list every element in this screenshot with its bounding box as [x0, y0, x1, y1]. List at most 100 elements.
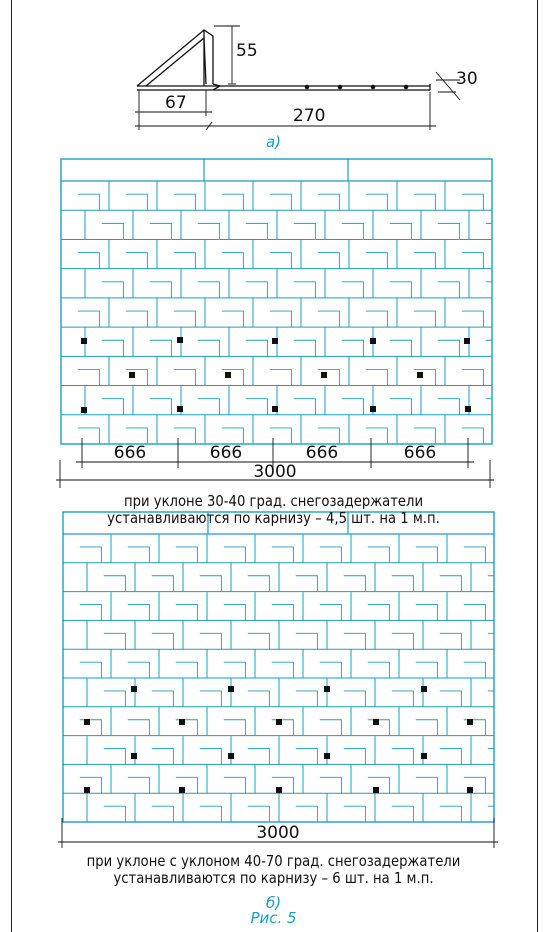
total-length-label: 3000 — [256, 823, 299, 843]
tile-step — [437, 398, 460, 415]
tile-step — [173, 369, 196, 386]
snow-guard-mark — [225, 372, 231, 378]
tile-step — [463, 661, 486, 678]
tile-step — [199, 690, 222, 707]
tile-step — [367, 661, 390, 678]
dimension-chain-bottom — [58, 818, 498, 848]
tile-step — [221, 427, 244, 444]
total-length-label: 3000 — [253, 462, 296, 482]
tile-step — [127, 661, 150, 678]
tile-step — [151, 575, 174, 592]
bracket-outline — [136, 29, 214, 87]
tile-step — [295, 575, 318, 592]
caption-line: при уклоне с уклоном 40-70 град. снегоза… — [86, 852, 461, 870]
tile-step — [389, 339, 412, 357]
tile-step — [151, 690, 174, 707]
tile-step — [175, 546, 198, 563]
tile-step — [245, 222, 268, 240]
bracket-inner — [145, 36, 207, 87]
tile-step — [101, 222, 124, 240]
bracket-label: а) — [265, 133, 282, 151]
tile-step — [319, 776, 342, 794]
snow-guard-mark — [276, 787, 282, 793]
tile-step — [199, 805, 222, 822]
snow-guard-mark — [324, 686, 330, 692]
tile-step — [271, 661, 294, 678]
tile-step — [79, 719, 102, 736]
tile-step — [391, 575, 414, 592]
tile-step — [103, 575, 126, 592]
tile-step — [197, 398, 220, 415]
tile-step — [175, 604, 198, 621]
tile-step — [103, 690, 126, 707]
tile-step — [149, 339, 172, 357]
tile-step — [295, 690, 318, 707]
tile-step — [127, 604, 150, 621]
tile-step — [367, 604, 390, 621]
caption-line: устанавливаются по карнизу – 6 шт. на 1 … — [113, 869, 434, 887]
tile-step — [487, 748, 495, 765]
tile-step — [125, 369, 148, 386]
tile-step — [271, 776, 294, 794]
tile-step — [77, 427, 100, 444]
tile-step — [461, 193, 484, 211]
dim-length-label: 270 — [293, 106, 325, 126]
tile-step — [341, 222, 364, 240]
tile-step — [365, 310, 388, 328]
snow-guard-mark — [421, 753, 427, 759]
tile-panel-outline — [60, 158, 493, 445]
snow-guard-mark — [324, 753, 330, 759]
dim-height-label: 55 — [236, 41, 258, 61]
tile-step — [487, 575, 495, 592]
snow-guard-mark — [228, 753, 234, 759]
tile-step — [343, 575, 366, 592]
tile-step — [221, 193, 244, 211]
snow-guard-mark — [179, 719, 185, 725]
tile-step — [125, 252, 148, 269]
tile-step — [223, 604, 246, 621]
tile-step — [413, 193, 436, 211]
tile-step — [437, 339, 460, 357]
tile-step — [317, 310, 340, 328]
tile-step — [487, 632, 495, 650]
tile-step — [245, 339, 268, 357]
tile-step — [269, 193, 292, 211]
tile-step — [77, 369, 100, 386]
snow-guard-mark — [81, 338, 87, 344]
tile-step — [199, 575, 222, 592]
snow-guards-top — [81, 337, 471, 413]
bracket-bend — [212, 83, 222, 91]
tile-step — [77, 193, 100, 211]
tile-step — [295, 748, 318, 765]
snow-guard-mark — [131, 753, 137, 759]
snow-guard-mark — [276, 719, 282, 725]
tile-step — [173, 427, 196, 444]
tile-step — [79, 604, 102, 621]
tile-step — [317, 427, 340, 444]
label-b: б) — [265, 894, 282, 912]
tile-step — [269, 252, 292, 269]
bracket-hole — [304, 84, 310, 90]
tile-step — [319, 719, 342, 736]
tile-step — [343, 805, 366, 822]
tile-step — [343, 748, 366, 765]
tile-step — [247, 632, 270, 650]
tile-step — [415, 546, 438, 563]
tile-step — [103, 805, 126, 822]
tile-step — [173, 193, 196, 211]
tile-step — [247, 748, 270, 765]
bracket-hole — [337, 84, 343, 90]
tile-step — [269, 369, 292, 386]
tile-step — [245, 281, 268, 298]
tile-step — [439, 632, 462, 650]
spacing-label: 666 — [306, 443, 338, 463]
snow-guard-mark — [81, 407, 87, 413]
tile-step — [175, 776, 198, 794]
snow-guard-mark — [373, 787, 379, 793]
snow-guard-mark — [467, 719, 473, 725]
tile-step — [221, 252, 244, 269]
dim-line — [435, 71, 461, 101]
tile-step — [391, 748, 414, 765]
snow-guard-mark — [464, 338, 470, 344]
